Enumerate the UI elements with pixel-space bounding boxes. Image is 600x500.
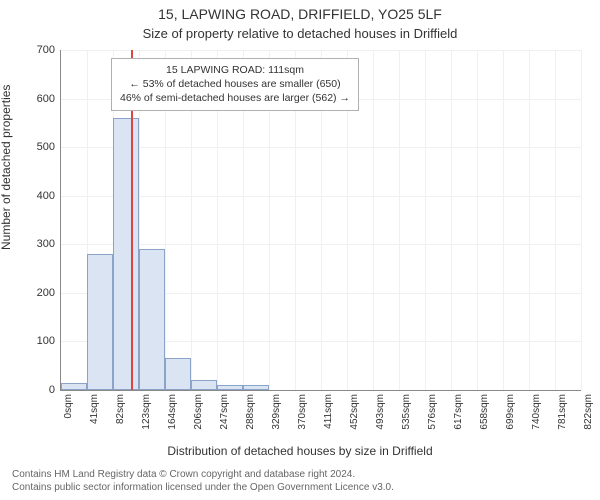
y-axis-label: Number of detached properties [0,85,13,250]
x-tick-label: 822sqm [583,394,594,430]
annotation-line1: 15 LAPWING ROAD: 111sqm [120,63,350,77]
footer-line2: Contains public sector information licen… [12,481,394,494]
gridline-v [503,50,504,390]
x-tick-label: 164sqm [167,394,178,430]
gridline-v [555,50,556,390]
y-tick-label: 100 [37,335,55,347]
x-tick-label: 370sqm [297,394,308,430]
histogram-bar [61,383,87,390]
gridline-v [451,50,452,390]
x-tick-label: 740sqm [531,394,542,430]
histogram-bar [139,249,165,390]
gridline-v [399,50,400,390]
x-tick-label: 329sqm [271,394,282,430]
x-tick-label: 123sqm [141,394,152,430]
x-tick-label: 288sqm [245,394,256,430]
y-tick-label: 200 [37,287,55,299]
x-tick-label: 411sqm [323,394,334,429]
footer-line1: Contains HM Land Registry data © Crown c… [12,468,394,481]
chart-subtitle: Size of property relative to detached ho… [0,26,600,41]
x-tick-label: 658sqm [479,394,490,430]
annotation-box: 15 LAPWING ROAD: 111sqm ← 53% of detache… [111,58,359,111]
annotation-line3: 46% of semi-detached houses are larger (… [120,91,350,105]
gridline-v [477,50,478,390]
histogram-bar [165,358,191,390]
histogram-bar [217,385,243,390]
histogram-bar [243,385,269,390]
y-tick-label: 500 [37,141,55,153]
x-tick-label: 0sqm [63,394,74,418]
x-tick-label: 576sqm [427,394,438,430]
gridline-v [529,50,530,390]
y-tick-label: 0 [49,384,55,396]
x-tick-label: 206sqm [193,394,204,430]
y-tick-label: 400 [37,190,55,202]
x-tick-label: 493sqm [375,394,386,430]
histogram-bar [191,380,217,390]
x-tick-label: 699sqm [505,394,516,430]
y-tick-label: 600 [37,93,55,105]
x-tick-label: 535sqm [401,394,412,430]
gridline-v [425,50,426,390]
plot-area: 01002003004005006007000sqm41sqm82sqm123s… [60,50,581,391]
histogram-bar [87,254,113,390]
chart-title-address: 15, LAPWING ROAD, DRIFFIELD, YO25 5LF [0,6,600,22]
x-tick-label: 41sqm [89,394,100,424]
x-tick-label: 781sqm [557,394,568,430]
chart-container: 15, LAPWING ROAD, DRIFFIELD, YO25 5LF Si… [0,0,600,500]
x-tick-label: 617sqm [453,394,464,430]
y-tick-label: 300 [37,238,55,250]
gridline-v [581,50,582,390]
x-tick-label: 452sqm [349,394,360,430]
x-axis-label: Distribution of detached houses by size … [0,444,600,458]
y-tick-label: 700 [37,44,55,56]
gridline-v [373,50,374,390]
footer-attribution: Contains HM Land Registry data © Crown c… [12,468,394,494]
x-tick-label: 247sqm [219,394,230,430]
histogram-bar [113,118,139,390]
annotation-line2: ← 53% of detached houses are smaller (65… [120,77,350,91]
x-tick-label: 82sqm [115,394,126,424]
